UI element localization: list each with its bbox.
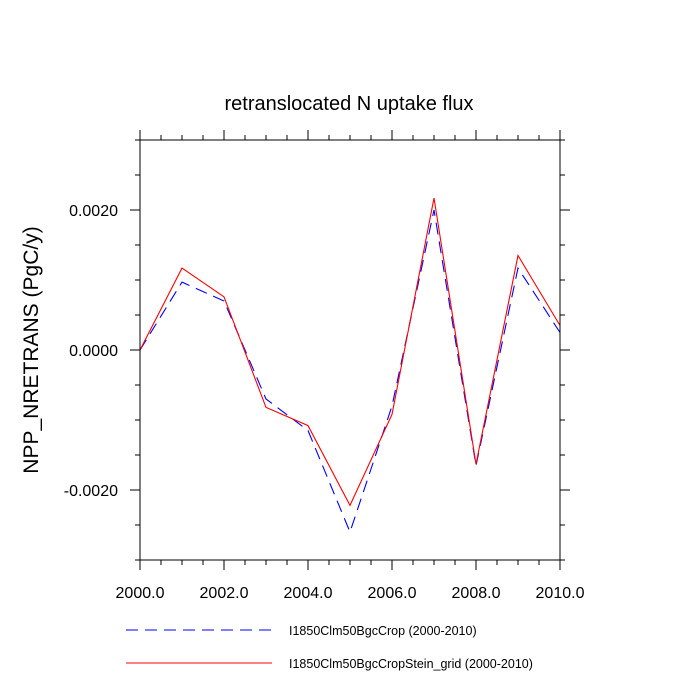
legend: I1850Clm50BgcCrop (2000-2010) I1850Clm50B… (126, 624, 533, 671)
legend-label-1: I1850Clm50BgcCrop (2000-2010) (289, 624, 477, 638)
y-tick-label: -0.0020 (64, 483, 118, 500)
x-tick-label: 2000.0 (116, 585, 165, 602)
x-tick-labels: 2000.0 2002.0 2004.0 2006.0 2008.0 2010.0 (116, 585, 585, 602)
x-tick-label: 2002.0 (200, 585, 249, 602)
x-tick-label: 2006.0 (368, 585, 417, 602)
axis-ticks (130, 130, 570, 570)
y-tick-labels: -0.0020 0.0000 0.0020 (64, 203, 118, 500)
chart-title: retranslocated N uptake flux (224, 93, 473, 115)
x-tick-label: 2004.0 (284, 585, 333, 602)
y-tick-label: 0.0000 (69, 343, 118, 360)
plot-frame (139, 139, 561, 561)
series-layer (139, 197, 561, 534)
y-tick-label: 0.0020 (69, 203, 118, 220)
series-line-2 (139, 197, 561, 507)
y-axis-label: NPP_NRETRANS (PgC/y) (20, 226, 43, 473)
legend-label-2: I1850Clm50BgcCropStein_grid (2000-2010) (289, 657, 533, 671)
x-tick-label: 2010.0 (536, 585, 585, 602)
series-line-1 (139, 209, 561, 534)
x-tick-label: 2008.0 (452, 585, 501, 602)
